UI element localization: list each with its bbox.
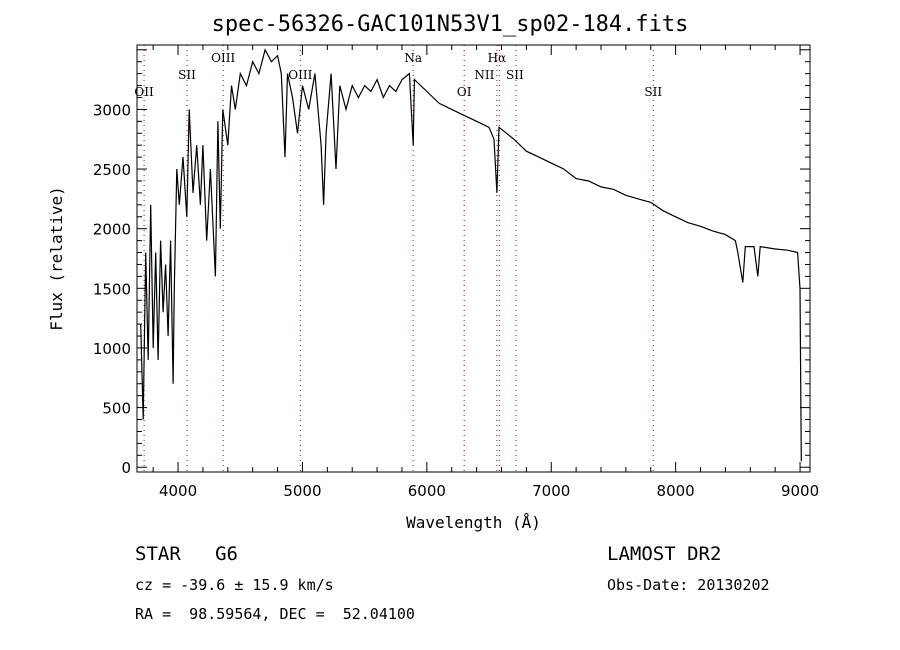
line-marker-label: Hα bbox=[488, 51, 507, 65]
y-axis-label: Flux (relative) bbox=[47, 186, 66, 331]
y-tick-label: 500 bbox=[102, 400, 131, 418]
x-tick-label: 8000 bbox=[657, 482, 695, 500]
y-tick-label: 1000 bbox=[93, 340, 131, 358]
x-tick-label: 7000 bbox=[532, 482, 570, 500]
line-marker-label: SII bbox=[506, 68, 524, 82]
line-marker-label: OIII bbox=[288, 68, 312, 82]
line-marker-label: Na bbox=[404, 51, 422, 65]
line-marker-label: OII bbox=[134, 85, 154, 99]
y-tick-label: 1500 bbox=[93, 280, 131, 298]
redshift-info: cz = -39.6 ± 15.9 km/s bbox=[135, 576, 334, 594]
line-marker-label: NII bbox=[474, 68, 494, 82]
y-tick-label: 0 bbox=[121, 459, 131, 477]
y-tick-label: 3000 bbox=[93, 101, 131, 119]
x-tick-label: 5000 bbox=[283, 482, 321, 500]
line-marker-label: SII bbox=[178, 68, 196, 82]
x-axis-label: Wavelength (Å) bbox=[406, 513, 541, 532]
y-tick-label: 2500 bbox=[93, 161, 131, 179]
y-tick-label: 2000 bbox=[93, 221, 131, 239]
x-tick-label: 6000 bbox=[408, 482, 446, 500]
x-tick-label: 4000 bbox=[159, 482, 197, 500]
survey-label: LAMOST DR2 bbox=[607, 543, 722, 565]
line-marker-label: SII bbox=[644, 85, 662, 99]
axes-frame bbox=[136, 44, 811, 473]
x-tick-label: 9000 bbox=[781, 482, 819, 500]
chart-title: spec-56326-GAC101N53V1_sp02-184.fits bbox=[211, 12, 689, 37]
obs-date: Obs-Date: 20130202 bbox=[607, 576, 770, 594]
coordinates: RA = 98.59564, DEC = 52.04100 bbox=[135, 605, 415, 623]
line-marker-label: OIII bbox=[211, 51, 235, 65]
line-marker-label: OI bbox=[457, 85, 472, 99]
spectrum-line bbox=[140, 48, 802, 462]
object-class: STAR G6 bbox=[135, 543, 238, 565]
